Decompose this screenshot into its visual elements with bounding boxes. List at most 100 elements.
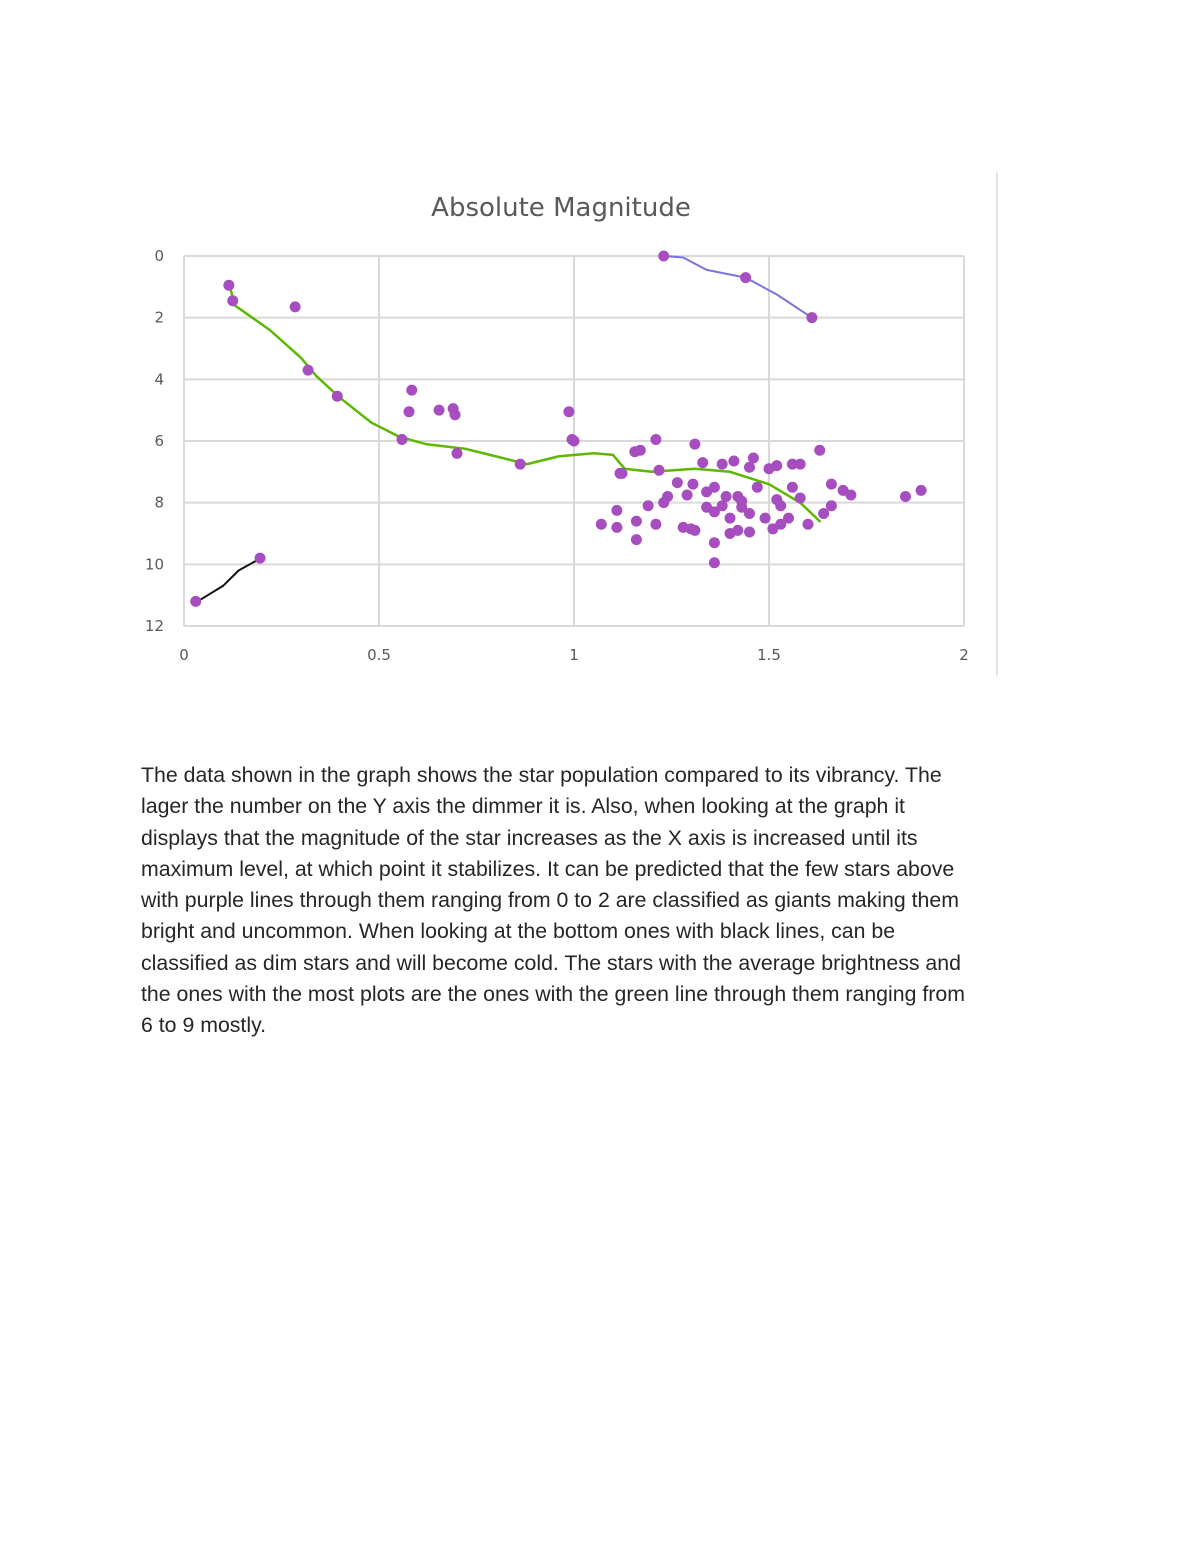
y-tick-label: 2 [154,309,164,327]
star-data-point [611,521,623,533]
x-tick-label: 0 [179,646,189,664]
star-data-point [630,534,642,546]
star-data-point [744,461,755,473]
star-data-point [653,464,665,476]
star-data-point [433,404,445,416]
star-data-point [658,497,670,509]
chart-grid [183,255,965,627]
star-data-point [568,435,580,447]
star-data-point [223,279,235,291]
star-data-point [775,518,787,530]
star-data-point [915,484,927,496]
star-data-point [449,409,461,421]
x-tick-label: 1 [569,646,579,664]
star-data-point [514,458,526,470]
star-data-point [740,272,752,284]
star-data-point [736,495,748,507]
star-data-point [708,481,720,493]
caption-line: lager the number on the Y axis the dimme… [141,794,905,819]
star-data-point [671,477,683,489]
star-data-point [720,491,732,502]
star-data-point [794,458,806,470]
x-tick-label: 1.5 [757,646,781,664]
star-data-point [403,406,415,418]
star-data-point [775,500,787,512]
star-data-point [814,444,826,456]
caption-line: The data shown in the graph shows the st… [141,763,942,787]
star-data-point [771,460,783,472]
star-data-point [900,491,911,502]
star-data-point [728,455,740,467]
star-data-point [708,537,720,549]
star-data-point [595,518,607,530]
chart-description-paragraph: The data shown in the graph shows the st… [141,760,1071,1042]
star-data-point [783,512,794,524]
star-data-point [451,447,463,459]
caption-line: 6 to 9 mostly. [141,1013,267,1038]
star-data-point [708,506,720,518]
star-data-point [687,478,699,490]
star-data-point [751,481,763,493]
star-data-point [634,444,646,456]
star-data-point [689,524,701,536]
star-data-point [227,295,239,307]
star-data-point [190,595,202,607]
star-data-point [802,518,814,530]
star-data-point [708,557,720,569]
star-data-point [724,512,736,524]
star-data-point [744,507,755,519]
star-data-point [406,384,418,396]
y-tick-label: 10 [145,555,164,573]
star-data-point [331,390,343,402]
y-tick-label: 12 [145,617,164,635]
star-data-point [818,507,830,519]
star-data-point [786,458,798,470]
star-data-point [806,312,818,324]
star-data-point [254,552,266,564]
star-data-point [825,500,837,512]
star-data-point [642,500,654,512]
star-data-point [681,489,693,501]
y-tick-label: 4 [154,370,164,388]
star-data-point [759,512,771,524]
star-data-point [747,452,759,464]
star-data-point [744,526,755,538]
star-data-point [616,467,628,479]
star-data-point [650,518,662,530]
star-data-point [786,481,798,493]
caption-line: with purple lines through them ranging f… [141,888,959,913]
star-data-point [611,504,623,516]
x-axis-ticks: 0 0.5 1 1.5 2 [179,646,969,664]
star-data-point [825,478,837,490]
star-data-point [689,438,701,450]
star-data-point [845,489,857,501]
y-tick-label: 8 [154,494,164,512]
star-data-point [697,457,709,469]
x-tick-label: 0.5 [367,646,391,664]
main-sequence-line [229,288,821,523]
y-tick-label: 6 [154,432,164,450]
caption-line: displays that the magnitude of the star … [141,825,918,850]
star-data-point [716,458,728,470]
star-data-point [289,301,301,313]
star-data-point [724,528,736,539]
star-data-point [630,515,642,527]
dwarfs-line [196,558,260,603]
chart: Absolute Magnitude 0 2 4 6 8 10 12 0 0.5 1 1.5 2 [0,0,1200,700]
caption-line: classified as dim stars and will become … [141,950,961,975]
caption-line: the ones with the most plots are the one… [141,982,965,1007]
star-data-point [658,250,670,262]
data-points [190,250,927,607]
star-data-point [396,433,408,445]
star-data-point [716,500,728,512]
chart-title: Absolute Magnitude [431,193,691,223]
caption-line: maximum level, at which point it stabili… [141,856,955,881]
star-data-point [302,364,314,376]
star-data-point [650,433,662,445]
scatter-chart-svg: Absolute Magnitude 0 2 4 6 8 10 12 0 0.5 1 1.5 2 [145,172,998,676]
giants-line [662,255,813,319]
y-axis-ticks: 0 2 4 6 8 10 12 [145,247,164,635]
star-data-point [563,406,575,418]
caption-line: bright and uncommon. When looking at the… [141,919,896,944]
x-tick-label: 2 [959,646,969,664]
